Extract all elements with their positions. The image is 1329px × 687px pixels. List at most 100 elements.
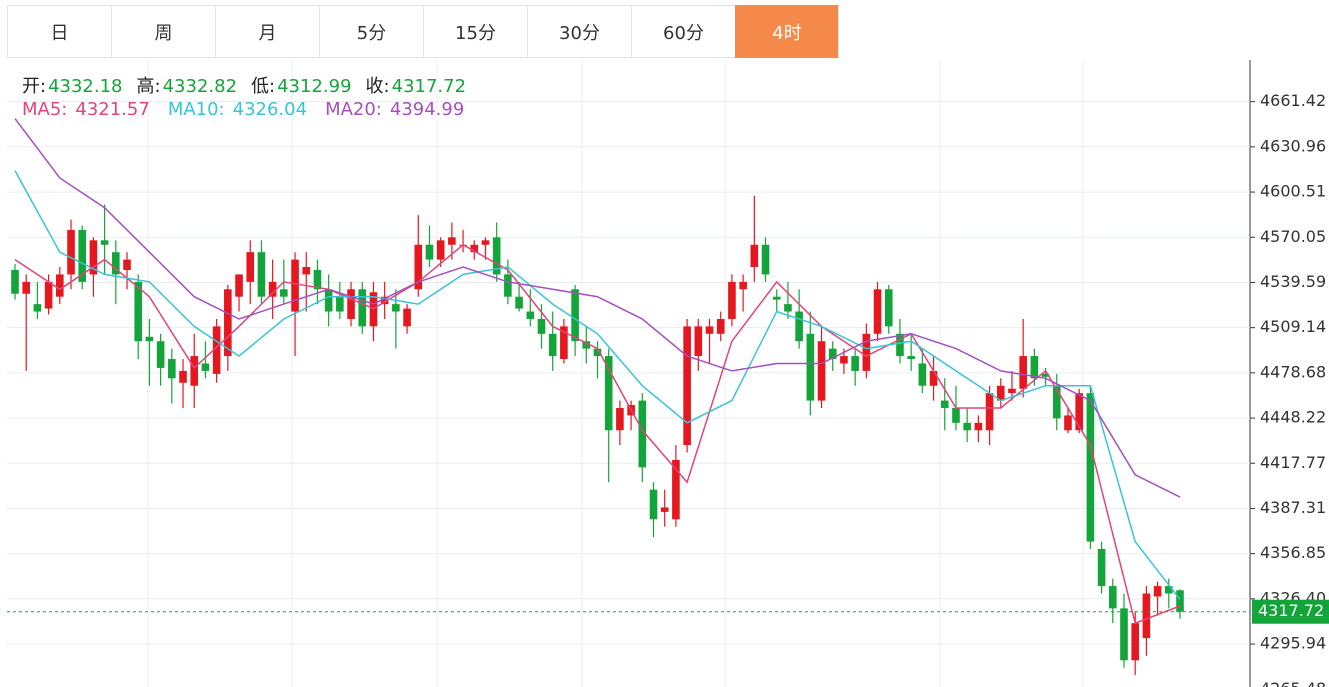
candle-body xyxy=(425,244,434,260)
period-tab[interactable]: 30分 xyxy=(527,5,631,58)
candle-body xyxy=(280,289,288,297)
candle-body xyxy=(560,326,568,360)
ohlc-legend: 开: 4332.18 高: 4332.82 低: 4312.99 收: 4317.72 xyxy=(22,72,480,98)
ma-label: MA10: xyxy=(167,99,225,120)
candle-body xyxy=(470,244,479,253)
period-tab[interactable]: 60分 xyxy=(631,5,735,58)
y-tick-label: 4295.94 xyxy=(1260,634,1326,653)
candle-body xyxy=(985,393,994,431)
candle-body xyxy=(750,244,759,268)
period-tab[interactable]: 月 xyxy=(215,5,319,58)
candle-body xyxy=(582,341,591,349)
candle-body xyxy=(772,296,781,300)
candle-body xyxy=(795,311,803,342)
ohlc-label: 高: xyxy=(136,76,161,97)
candle-body xyxy=(929,370,938,386)
candle-body xyxy=(1120,608,1128,661)
ma-value: 4326.04 xyxy=(232,99,308,120)
candle-body xyxy=(784,304,792,312)
candle-body xyxy=(504,274,512,297)
candle-body xyxy=(179,370,187,383)
ma-value: 4321.57 xyxy=(75,99,150,120)
candle-body xyxy=(123,259,131,270)
candle-body xyxy=(728,281,736,319)
candle-body xyxy=(201,363,210,371)
ohlc-label: 收: xyxy=(365,76,390,97)
candle-body xyxy=(907,356,915,360)
y-tick-label: 4509.14 xyxy=(1260,317,1326,336)
candle-body xyxy=(1008,388,1016,394)
ma-line xyxy=(14,118,1181,498)
candle-body xyxy=(862,333,871,371)
candle-body xyxy=(44,281,53,309)
period-tab[interactable]: 5分 xyxy=(319,5,423,58)
candle-body xyxy=(526,311,535,319)
candle-body xyxy=(313,269,322,290)
candle-body xyxy=(1142,593,1151,639)
ohlc-value: 4332.18 xyxy=(48,76,123,97)
y-tick-label: 4448.22 xyxy=(1260,408,1326,427)
candle-body xyxy=(828,348,837,360)
candle-body xyxy=(851,356,859,371)
ohlc-label: 开: xyxy=(22,76,47,97)
candle-body xyxy=(761,244,770,275)
candle-body xyxy=(1097,548,1106,587)
y-tick-label: 4630.96 xyxy=(1260,136,1326,155)
candle-body xyxy=(806,333,815,401)
candle-body xyxy=(358,289,367,327)
candle-body xyxy=(11,269,19,294)
candle-body xyxy=(89,240,98,275)
y-tick-label: 4265.48 xyxy=(1260,679,1326,687)
candle-body xyxy=(963,422,971,431)
candle-body xyxy=(1030,356,1039,379)
candle-body xyxy=(515,296,523,309)
ma-label: MA5: xyxy=(22,99,68,120)
y-tick-label: 4570.05 xyxy=(1260,227,1326,246)
candle-body xyxy=(235,274,243,297)
candle-body xyxy=(694,326,703,357)
period-tab[interactable]: 周 xyxy=(111,5,215,58)
candle-body xyxy=(1153,586,1162,597)
candle-body xyxy=(246,252,255,282)
candle-body xyxy=(616,408,624,431)
candle-body xyxy=(324,289,333,312)
candle-body xyxy=(100,240,109,245)
candle-body xyxy=(224,289,232,357)
candle-body xyxy=(1052,385,1061,419)
candle-body xyxy=(593,348,602,357)
ohlc-value: 4317.72 xyxy=(391,76,467,97)
candle-body xyxy=(1131,623,1139,661)
candle-body xyxy=(336,296,344,312)
ma-value: 4394.99 xyxy=(389,99,465,120)
candle-body xyxy=(112,252,120,275)
period-tab[interactable]: 15分 xyxy=(423,5,527,58)
candle-body xyxy=(952,408,960,423)
period-tab[interactable]: 4时 xyxy=(735,5,839,58)
candle-body xyxy=(649,489,658,520)
y-tick-label: 4417.77 xyxy=(1260,453,1326,472)
ma-legend: MA5: 4321.57 MA10: 4326.04 MA20: 4394.99 xyxy=(22,99,482,120)
y-tick-label: 4387.31 xyxy=(1260,498,1326,517)
period-tab[interactable]: 日 xyxy=(7,5,111,58)
candle-body xyxy=(1075,393,1083,431)
candle-body xyxy=(1019,356,1027,389)
candle-body xyxy=(56,274,64,297)
candle-body xyxy=(212,326,221,374)
candle-body xyxy=(67,229,75,275)
candle-body xyxy=(817,341,826,401)
candle-body xyxy=(134,281,143,342)
candle-body xyxy=(492,237,501,275)
candle-body xyxy=(537,318,546,334)
candle-body xyxy=(940,400,949,409)
candle-body xyxy=(548,333,557,357)
candle-body xyxy=(638,400,647,468)
candle-body xyxy=(347,289,355,319)
candle-body xyxy=(257,252,266,297)
candle-body xyxy=(873,289,882,334)
candle-body xyxy=(392,304,400,312)
ohlc-value: 4332.82 xyxy=(162,76,238,97)
candle-body xyxy=(190,356,199,386)
candle-body xyxy=(302,267,311,275)
